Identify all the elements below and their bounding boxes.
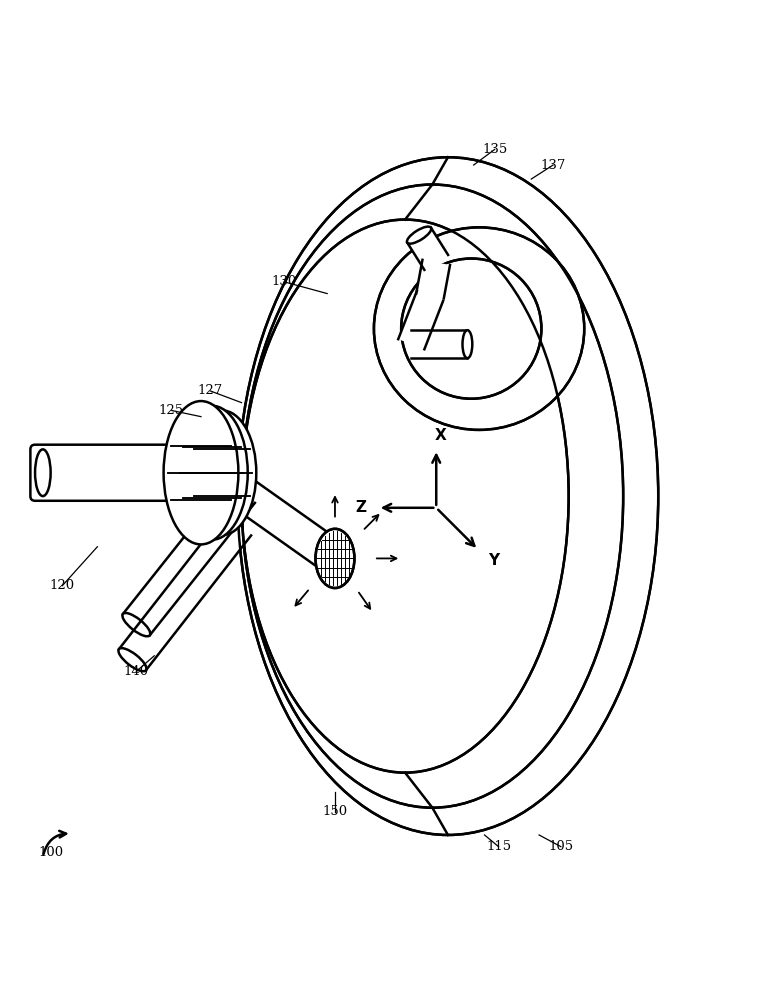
Text: 105: 105	[548, 840, 573, 853]
Text: 125: 125	[159, 404, 184, 417]
Polygon shape	[119, 514, 251, 670]
Polygon shape	[398, 291, 443, 349]
Ellipse shape	[118, 648, 146, 671]
Ellipse shape	[374, 227, 584, 430]
Polygon shape	[411, 330, 467, 358]
Ellipse shape	[164, 401, 238, 544]
Ellipse shape	[241, 220, 569, 773]
Polygon shape	[416, 260, 450, 298]
Text: 120: 120	[50, 579, 75, 592]
Ellipse shape	[188, 410, 256, 535]
Ellipse shape	[315, 529, 354, 588]
Ellipse shape	[407, 227, 432, 244]
Text: 135: 135	[482, 143, 507, 156]
Text: 115: 115	[486, 840, 511, 853]
Text: 150: 150	[323, 805, 347, 818]
Text: 130: 130	[272, 275, 297, 288]
Ellipse shape	[238, 157, 658, 835]
Ellipse shape	[401, 259, 541, 399]
Ellipse shape	[122, 613, 150, 636]
Text: 100: 100	[38, 846, 63, 859]
Text: Z: Z	[355, 500, 366, 515]
Text: X: X	[434, 428, 446, 443]
FancyBboxPatch shape	[30, 445, 203, 501]
Ellipse shape	[241, 185, 623, 808]
Ellipse shape	[176, 406, 248, 540]
Polygon shape	[123, 482, 255, 635]
Text: 127: 127	[198, 384, 223, 397]
Ellipse shape	[463, 330, 472, 358]
Polygon shape	[231, 478, 345, 572]
Polygon shape	[407, 228, 448, 270]
Text: 137: 137	[541, 159, 566, 172]
Text: 140: 140	[124, 665, 149, 678]
Text: Y: Y	[488, 553, 499, 568]
Ellipse shape	[35, 449, 51, 496]
